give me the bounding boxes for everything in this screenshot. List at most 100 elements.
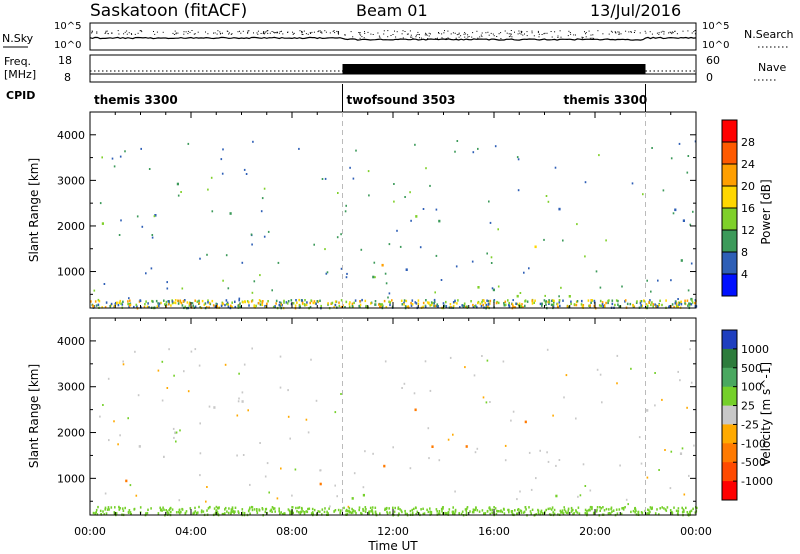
noise-search-point [511,36,513,38]
data-cell [207,299,209,302]
noise-search-point [317,31,319,33]
freq-left-tick-bottom: 8 [64,71,71,84]
data-cell [452,304,455,308]
noise-search-point [672,32,674,34]
data-cell [519,305,521,308]
noise-search-point [458,36,460,38]
data-cell [178,499,181,502]
data-cell [565,374,568,377]
data-cell [686,406,688,409]
data-cell [658,469,660,471]
data-cell [103,513,105,516]
noise-search-point [359,33,361,35]
noise-search-point [228,32,230,34]
noise-search-point [479,36,481,38]
data-cell [157,302,159,305]
data-cell [429,304,431,307]
colorbar-swatch [722,405,737,425]
data-cell [541,512,544,515]
data-cell [118,505,120,509]
data-cell [361,512,363,515]
data-cell [364,506,367,509]
data-cell [150,267,153,270]
data-cell [271,506,274,509]
data-cell [184,512,187,515]
data-cell [551,299,554,302]
noise-search-point [467,34,469,36]
data-cell [93,305,96,308]
data-cell [596,368,599,371]
data-cell [311,507,314,511]
data-cell [154,214,157,217]
data-cell [102,510,104,513]
data-cell [508,306,511,309]
noise-search-point [671,33,673,35]
data-cell [183,370,185,373]
noise-search-point [660,31,662,33]
colorbar-swatch [722,252,737,275]
data-cell [159,509,162,512]
data-cell [493,506,495,509]
data-cell [552,511,554,514]
noise-search-point [649,31,651,33]
data-cell [448,508,451,511]
data-cell [524,304,526,308]
data-cell [696,506,698,510]
data-cell [632,304,634,307]
noise-search-point [394,30,395,32]
data-cell [288,509,291,512]
data-cell [311,511,314,514]
data-cell [92,511,95,515]
data-cell [171,508,174,511]
data-cell [616,382,618,385]
data-cell [268,491,270,494]
noise-search-point [447,37,449,39]
noise-search-point [691,32,693,34]
data-cell [362,493,365,497]
data-cell [159,506,161,509]
data-cell [674,300,677,303]
data-cell [454,490,456,493]
data-cell [340,267,343,270]
data-cell [689,510,692,513]
data-cell [393,200,395,203]
data-cell [433,304,435,308]
noise-search-point [682,30,684,32]
data-cell [237,510,239,513]
data-cell [461,304,463,307]
data-cell [537,512,540,515]
data-cell [264,475,267,478]
data-cell [210,176,213,179]
data-cell [541,304,543,307]
data-cell [445,300,447,304]
data-cell [686,171,689,174]
station-title: Saskatoon (fitACF) [90,1,247,21]
data-cell [198,364,201,367]
noise-search-point [257,33,259,35]
data-cell [324,248,326,251]
data-cell [454,508,457,512]
data-cell [104,506,107,509]
data-cell [289,510,291,514]
data-cell [563,506,565,509]
data-cell [144,303,146,306]
data-cell [344,210,347,213]
data-cell [155,299,158,303]
data-cell [272,305,275,309]
power-y-label: Slant Range [km] [27,158,41,262]
data-cell [491,287,494,290]
noise-search-point [541,34,543,35]
noise-search-point [123,33,125,35]
data-cell [175,511,178,514]
data-cell [692,210,694,213]
data-cell [122,300,124,303]
noise-search-point [264,32,266,34]
data-cell [130,513,132,516]
noise-search-point [91,30,93,32]
data-cell [393,510,396,513]
noise-search-point [585,33,586,35]
data-cell [303,511,306,514]
data-cell [251,508,254,512]
colorbar-tick-label: -100 [741,437,766,450]
data-cell [104,508,106,511]
